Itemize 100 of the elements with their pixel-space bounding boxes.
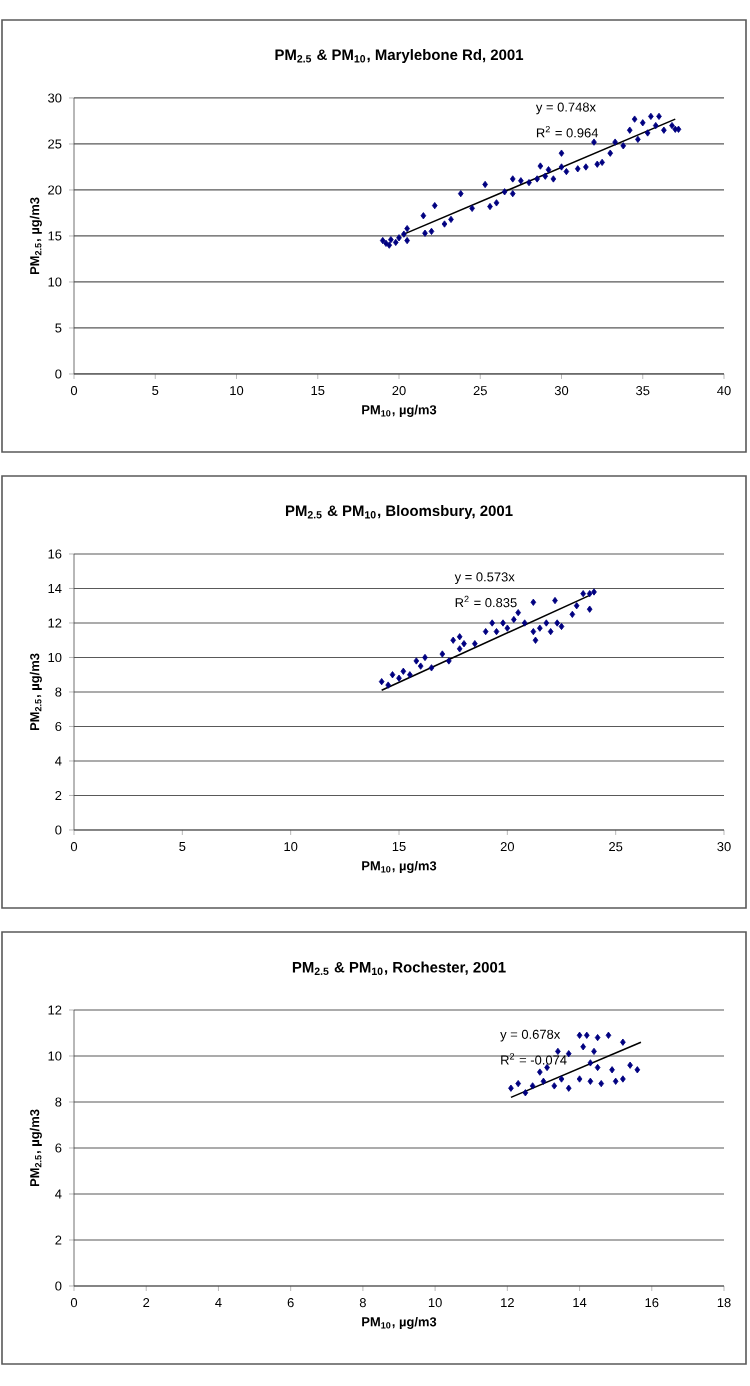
point bbox=[457, 190, 464, 198]
point bbox=[574, 165, 581, 173]
point bbox=[587, 1059, 594, 1067]
point bbox=[482, 180, 488, 189]
point bbox=[515, 609, 521, 617]
point bbox=[448, 215, 454, 224]
point bbox=[482, 628, 489, 636]
point bbox=[605, 1031, 612, 1039]
point bbox=[594, 160, 601, 168]
point bbox=[413, 657, 420, 665]
point bbox=[555, 1047, 561, 1055]
point bbox=[537, 1068, 543, 1076]
point bbox=[521, 619, 528, 627]
point bbox=[573, 602, 580, 610]
point bbox=[509, 175, 516, 183]
point bbox=[558, 622, 565, 631]
point bbox=[396, 674, 402, 682]
point bbox=[583, 163, 589, 171]
point bbox=[669, 121, 675, 130]
point bbox=[609, 1066, 615, 1074]
point bbox=[612, 1077, 619, 1085]
point bbox=[591, 1047, 597, 1055]
point bbox=[530, 628, 537, 636]
point bbox=[461, 640, 467, 648]
point bbox=[493, 199, 500, 207]
point bbox=[542, 172, 549, 180]
point bbox=[558, 1075, 565, 1083]
point bbox=[529, 1082, 536, 1090]
point bbox=[500, 619, 506, 627]
point bbox=[599, 158, 605, 166]
point bbox=[563, 167, 570, 176]
point bbox=[456, 645, 463, 653]
point bbox=[493, 628, 500, 636]
point bbox=[607, 149, 614, 157]
point bbox=[446, 657, 452, 665]
point bbox=[378, 678, 385, 686]
point bbox=[532, 636, 539, 644]
point bbox=[550, 175, 557, 183]
point bbox=[431, 202, 438, 210]
point bbox=[487, 202, 493, 211]
point bbox=[509, 190, 516, 198]
point bbox=[392, 238, 399, 247]
point bbox=[586, 590, 593, 598]
point bbox=[639, 119, 646, 127]
point bbox=[594, 1033, 601, 1042]
point bbox=[515, 1079, 521, 1088]
point bbox=[417, 662, 424, 670]
point bbox=[379, 236, 386, 245]
point bbox=[385, 681, 391, 689]
point bbox=[540, 1077, 547, 1085]
point bbox=[576, 1075, 583, 1083]
point bbox=[543, 619, 550, 627]
point bbox=[469, 204, 475, 212]
point bbox=[456, 633, 463, 641]
point bbox=[551, 1082, 558, 1090]
point bbox=[526, 179, 532, 187]
point bbox=[537, 162, 544, 170]
point bbox=[648, 112, 654, 120]
point bbox=[644, 129, 651, 137]
point bbox=[428, 227, 435, 235]
point bbox=[422, 653, 428, 662]
point bbox=[558, 163, 565, 171]
point bbox=[620, 1075, 626, 1083]
point bbox=[401, 230, 407, 238]
point bbox=[400, 667, 407, 675]
point bbox=[530, 598, 537, 606]
point bbox=[396, 234, 402, 242]
point bbox=[383, 239, 389, 247]
point bbox=[612, 138, 618, 146]
point bbox=[501, 188, 508, 196]
point bbox=[537, 624, 543, 632]
point bbox=[576, 1031, 583, 1039]
point bbox=[661, 126, 667, 134]
point bbox=[620, 1038, 626, 1046]
point bbox=[558, 149, 565, 157]
point bbox=[439, 650, 446, 658]
point bbox=[472, 640, 478, 648]
point bbox=[587, 1077, 594, 1085]
point bbox=[389, 671, 396, 679]
point bbox=[598, 1079, 605, 1088]
point bbox=[428, 664, 435, 672]
point bbox=[586, 605, 593, 613]
point bbox=[404, 236, 410, 245]
point bbox=[580, 1043, 586, 1051]
point bbox=[594, 1063, 601, 1072]
point bbox=[675, 125, 682, 133]
point bbox=[591, 138, 597, 146]
point bbox=[627, 1061, 633, 1069]
point bbox=[554, 619, 560, 627]
point bbox=[489, 619, 495, 627]
point bbox=[635, 135, 641, 143]
point bbox=[422, 229, 428, 237]
point bbox=[631, 115, 638, 123]
point bbox=[441, 220, 448, 228]
point bbox=[583, 1031, 590, 1039]
point bbox=[569, 610, 576, 618]
point bbox=[652, 121, 659, 130]
point bbox=[626, 126, 633, 134]
point bbox=[420, 212, 427, 220]
point bbox=[591, 588, 597, 596]
